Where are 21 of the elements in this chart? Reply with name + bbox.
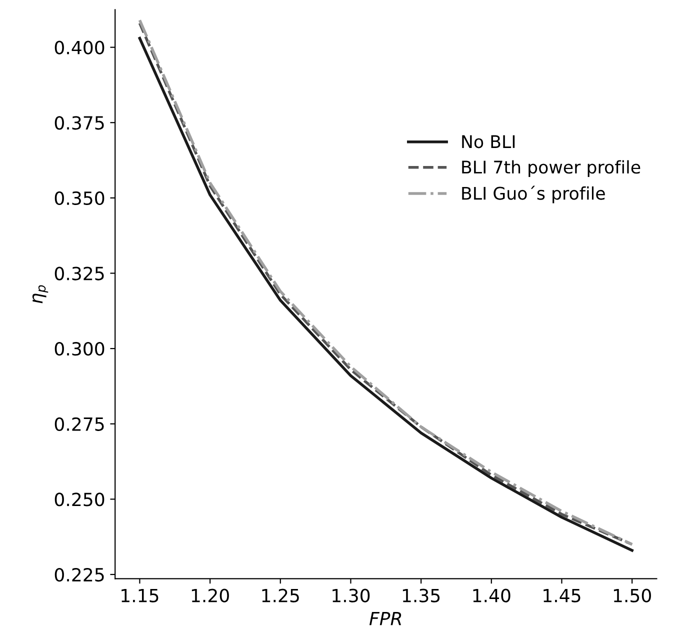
x-axis-title: FPR: [369, 612, 402, 626]
legend-label: BLI 7th power profile: [462, 160, 640, 178]
x-tick-label: 1.15: [122, 588, 158, 602]
x-tick-label: 1.30: [332, 588, 370, 602]
legend-label: BLI Guo´s profile: [462, 186, 605, 204]
y-tick-label: 0.400: [54, 40, 104, 54]
y-tick-label: 0.250: [54, 492, 104, 506]
y-tick-label: 0.325: [54, 266, 104, 280]
legend-label: No BLI: [462, 135, 515, 148]
y-axis-title: η$_{p}$: [32, 285, 48, 304]
x-tick-label: 1.50: [614, 588, 651, 602]
y-tick-label: 0.225: [54, 568, 104, 582]
y-tick-label: 0.350: [54, 191, 104, 206]
y-tick-label: 0.275: [54, 417, 104, 431]
x-tick-label: 1.25: [262, 588, 299, 602]
x-tick-label: 1.20: [192, 588, 229, 602]
x-tick-label: 1.40: [473, 588, 510, 602]
y-tick-label: 0.375: [54, 116, 104, 130]
y-tick-label: 0.300: [54, 342, 104, 356]
x-tick-label: 1.35: [402, 588, 440, 602]
x-tick-label: 1.45: [544, 588, 580, 602]
